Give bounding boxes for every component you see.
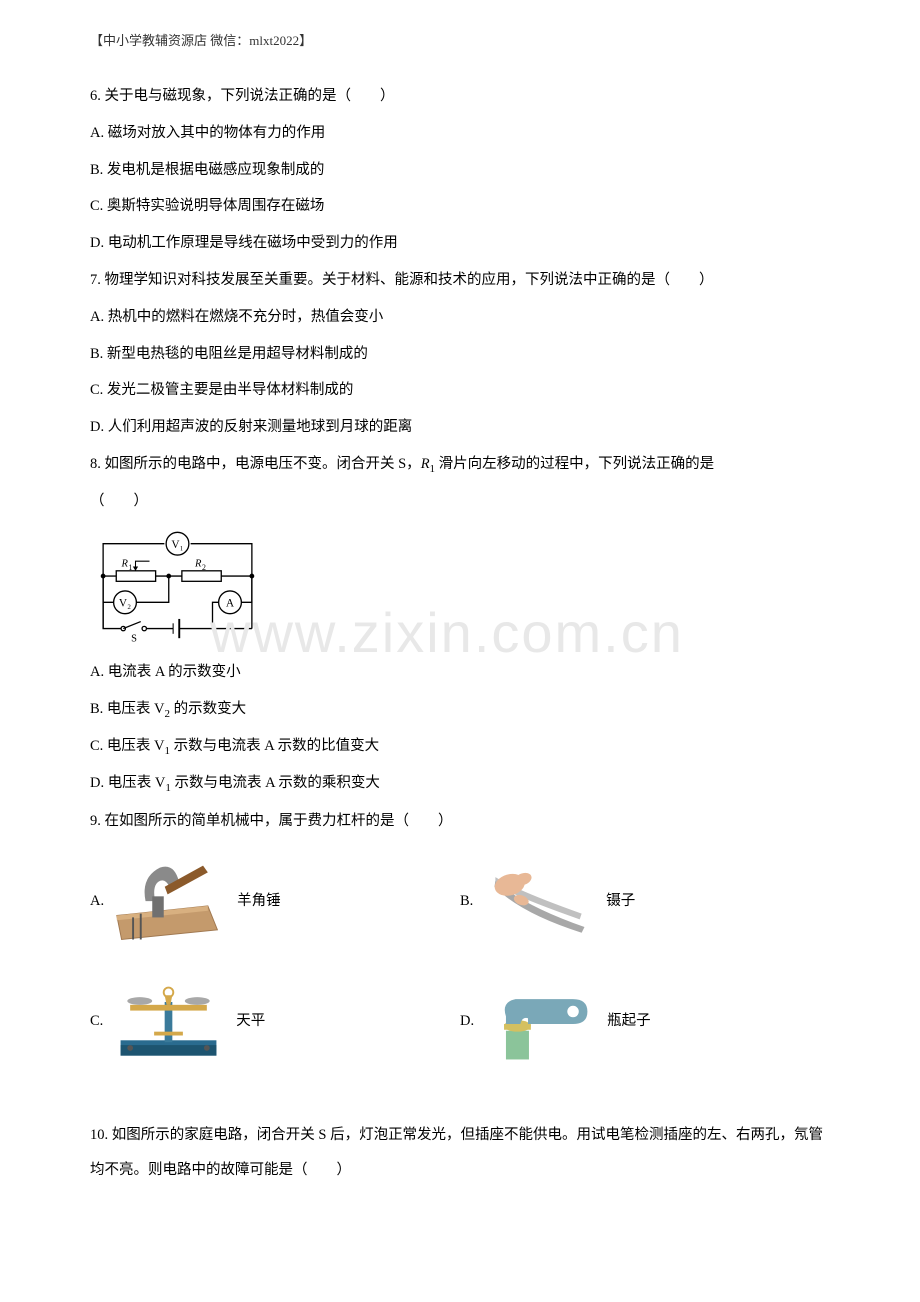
balance-image (111, 978, 226, 1063)
q8-stem: 8. 如图所示的电路中，电源电压不变。闭合开关 S，R1 滑片向左移动的过程中，… (90, 447, 830, 482)
q8-stem-line2: （ ） (90, 484, 830, 519)
q8-optB: B. 电压表 V2 的示数变大 (90, 692, 830, 727)
q8-optC: C. 电压表 V1 示数与电流表 A 示数的比值变大 (90, 729, 830, 764)
q9-optD-caption: 瓶起子 (607, 1004, 651, 1039)
q6-optA: A. 磁场对放入其中的物体有力的作用 (90, 116, 830, 151)
q6-optB: B. 发电机是根据电磁感应现象制成的 (90, 153, 830, 188)
q6-stem: 6. 关于电与磁现象，下列说法正确的是（ ） (90, 79, 830, 114)
q9-optB-caption: 镊子 (606, 884, 635, 919)
circuit-s-label: S (131, 634, 137, 645)
q7-optB: B. 新型电热毯的电阻丝是用超导材料制成的 (90, 337, 830, 372)
q7-optD: D. 人们利用超声波的反射来测量地球到月球的距离 (90, 410, 830, 445)
q6-optD: D. 电动机工作原理是导线在磁场中受到力的作用 (90, 226, 830, 261)
q9-optA-caption: 羊角锤 (237, 884, 281, 919)
q8-stem-suffix: 滑片向左移动的过程中，下列说法正确的是 (435, 456, 714, 472)
q7-optC: C. 发光二极管主要是由半导体材料制成的 (90, 373, 830, 408)
circuit-a-label: A (226, 598, 235, 610)
page-header: 【中小学教辅资源店 微信：mlxt2022】 (90, 30, 830, 49)
q8-optD: D. 电压表 V1 示数与电流表 A 示数的乘积变大 (90, 766, 830, 801)
q10-stem: 10. 如图所示的家庭电路，闭合开关 S 后，灯泡正常发光，但插座不能供电。用试… (90, 1118, 830, 1188)
q9-optC-label: C. (90, 1004, 103, 1039)
q9-optB-label: B. (460, 884, 473, 919)
q7-stem: 7. 物理学知识对科技发展至关重要。关于材料、能源和技术的应用，下列说法中正确的… (90, 263, 830, 298)
q9-stem: 9. 在如图所示的简单机械中，属于费力杠杆的是（ ） (90, 804, 830, 839)
opener-image (482, 978, 597, 1063)
hammer-image (112, 858, 227, 943)
circuit-v1-label: V₁ (171, 539, 183, 551)
header-text: 【中小学教辅资源店 微信：mlxt2022】 (90, 33, 312, 48)
q6-optC: C. 奥斯特实验说明导体周围存在磁场 (90, 189, 830, 224)
svg-text:1: 1 (129, 563, 133, 572)
svg-text:R: R (194, 558, 202, 569)
q8-r1: R (421, 456, 430, 472)
tweezers-image (481, 858, 596, 943)
q9-optD-label: D. (460, 1004, 474, 1039)
content-area: 6. 关于电与磁现象，下列说法正确的是（ ） A. 磁场对放入其中的物体有力的作… (90, 79, 830, 1188)
q9-optA: A. 羊角锤 (90, 858, 460, 943)
q9-optD: D. 瓶起子 (460, 978, 830, 1063)
circuit-diagram: V₁ R 1 R 2 V₂ A (90, 527, 265, 647)
q9-optA-label: A. (90, 884, 104, 919)
q7-optA: A. 热机中的燃料在燃烧不充分时，热值会变小 (90, 300, 830, 335)
q8-optA: A. 电流表 A 的示数变小 (90, 655, 830, 690)
q9-image-options: A. 羊角锤 B. (90, 858, 830, 1098)
q9-optC: C. 天平 (90, 978, 460, 1063)
svg-text:2: 2 (202, 563, 206, 572)
q8-stem-prefix: 8. 如图所示的电路中，电源电压不变。闭合开关 S， (90, 456, 421, 472)
circuit-v2-label: V₂ (119, 598, 131, 610)
svg-text:R: R (121, 558, 129, 569)
q9-optB: B. 镊子 (460, 858, 830, 943)
q9-optC-caption: 天平 (236, 1004, 265, 1039)
